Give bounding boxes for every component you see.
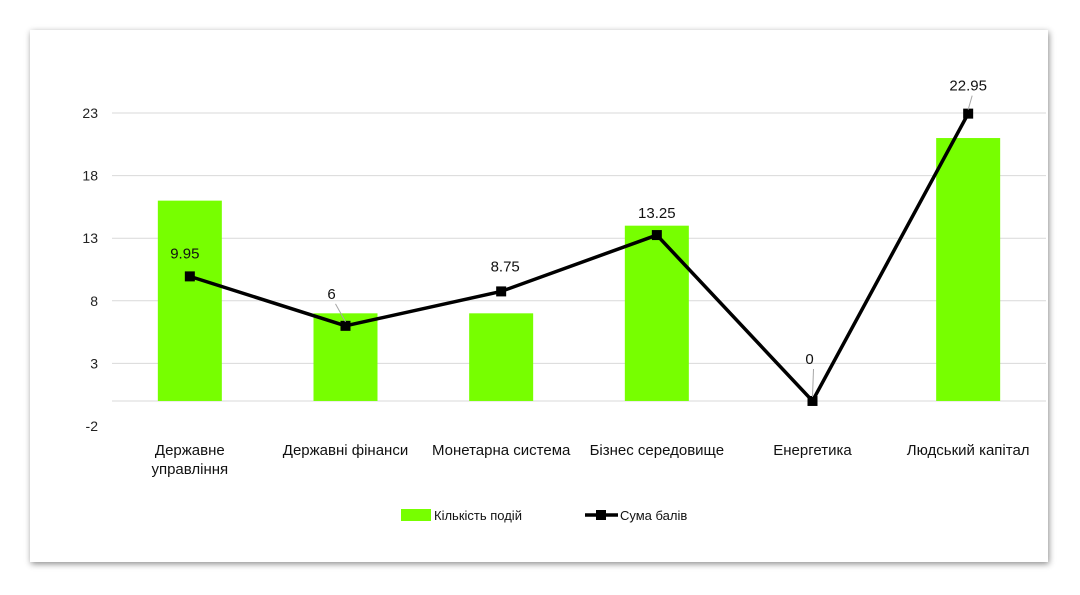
y-tick-label: 8: [90, 293, 98, 309]
line-marker: [496, 286, 507, 297]
legend-label: Кількість подій: [434, 508, 522, 523]
y-tick-label: 18: [82, 168, 98, 184]
category-label: Монетарна система: [432, 442, 571, 459]
y-tick-label: 3: [90, 355, 98, 371]
data-label: 13.25: [638, 205, 676, 222]
bar-series: [157, 138, 1001, 401]
line-marker: [651, 230, 662, 241]
category-label: управління: [151, 461, 228, 478]
category-label: Енергетика: [773, 442, 852, 459]
category-label: Бізнес середовище: [590, 442, 725, 459]
category-label: Державні фінанси: [283, 442, 408, 459]
line-marker: [340, 320, 351, 331]
data-labels: 9.95 6 8.75 13.25 0 22.95: [170, 78, 987, 397]
legend-label: Сума балів: [620, 508, 687, 523]
data-label: 6: [327, 286, 335, 303]
gridlines: [112, 112, 1046, 402]
legend-swatch-marker: [596, 510, 606, 520]
series-line: [189, 112, 970, 403]
y-tick-label: 23: [82, 105, 98, 121]
data-label: 8.75: [491, 258, 520, 275]
label-leader-line: [335, 303, 346, 323]
x-axis: Державне управління Державні фінанси Монета…: [151, 442, 1029, 478]
data-label: 0: [805, 351, 813, 368]
y-axis: -2 3 8 13 18 23: [82, 105, 98, 434]
legend-swatch-bar: [401, 509, 431, 521]
bar: [469, 313, 534, 401]
bar: [936, 138, 1001, 401]
data-label: 22.95: [949, 78, 987, 95]
legend: Кількість подій Сума балів: [401, 508, 687, 523]
y-tick-label: -2: [86, 418, 99, 434]
line-series: [184, 108, 974, 406]
bar: [157, 200, 222, 401]
y-tick-label: 13: [82, 230, 98, 246]
data-label: 9.95: [170, 245, 199, 262]
bar: [624, 225, 689, 401]
line-marker: [807, 395, 818, 406]
label-leader-line: [812, 368, 814, 397]
line-marker: [963, 108, 974, 119]
label-leader-line: [967, 95, 973, 110]
category-label: Державне: [155, 442, 225, 459]
line-marker: [184, 271, 195, 282]
category-label: Людський капітал: [907, 442, 1030, 459]
